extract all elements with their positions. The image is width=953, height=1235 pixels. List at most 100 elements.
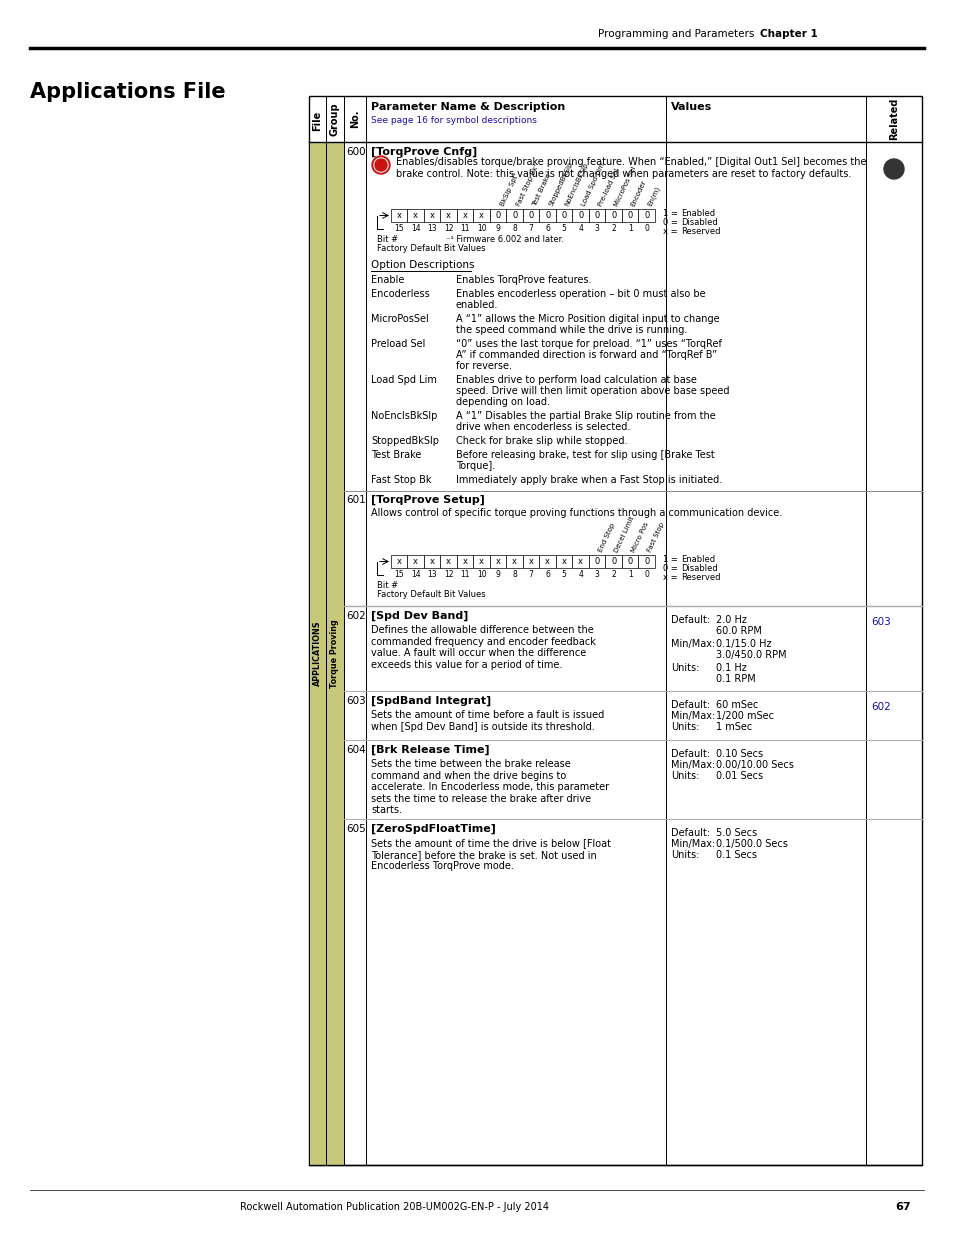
- Text: 0.1/500.0 Secs: 0.1/500.0 Secs: [716, 839, 787, 848]
- Text: 0: 0: [643, 557, 649, 566]
- Text: 0: 0: [528, 211, 534, 220]
- Text: A” if commanded direction is forward and “TorqRef B”: A” if commanded direction is forward and…: [456, 350, 717, 359]
- Text: APPLICATIONS: APPLICATIONS: [313, 621, 322, 687]
- Text: Load Spd Lim: Load Spd Lim: [580, 162, 605, 207]
- Text: End Stop: End Stop: [597, 522, 616, 553]
- Text: Encoder: Encoder: [630, 179, 647, 207]
- Text: Option Descriptions: Option Descriptions: [371, 261, 474, 270]
- Text: 0.10 Secs: 0.10 Secs: [716, 748, 762, 760]
- Bar: [605, 209, 621, 222]
- Text: x: x: [429, 557, 435, 566]
- Text: 1: 1: [627, 224, 632, 233]
- Text: “0” uses the last torque for preload. “1” uses “TorqRef: “0” uses the last torque for preload. “1…: [456, 338, 721, 350]
- Text: x: x: [429, 211, 435, 220]
- Text: 2.0 Hz: 2.0 Hz: [716, 615, 746, 625]
- Text: 602: 602: [870, 701, 890, 713]
- Text: 602: 602: [346, 611, 365, 621]
- Text: Encoderless: Encoderless: [371, 289, 429, 299]
- Bar: [309, 142, 326, 1165]
- Text: 3.0/450.0 RPM: 3.0/450.0 RPM: [716, 650, 786, 659]
- Text: 0.1 RPM: 0.1 RPM: [716, 674, 755, 684]
- Bar: [556, 209, 572, 222]
- Text: 0: 0: [544, 211, 550, 220]
- Text: 0: 0: [611, 557, 616, 566]
- Text: 13: 13: [427, 224, 436, 233]
- Text: the speed command while the drive is running.: the speed command while the drive is run…: [456, 325, 687, 335]
- Text: 0: 0: [643, 224, 648, 233]
- Text: 2: 2: [611, 224, 616, 233]
- Text: 0.01 Secs: 0.01 Secs: [716, 771, 762, 781]
- Bar: [473, 209, 490, 222]
- Text: 10: 10: [476, 571, 486, 579]
- Text: 2: 2: [611, 571, 616, 579]
- Bar: [440, 209, 456, 222]
- Text: x: x: [396, 211, 401, 220]
- Text: Enables drive to perform load calculation at base: Enables drive to perform load calculatio…: [456, 375, 696, 385]
- Bar: [490, 209, 506, 222]
- Text: Defines the allowable difference between the
commanded frequency and encoder fee: Defines the allowable difference between…: [371, 625, 596, 669]
- Text: Units:: Units:: [670, 722, 699, 732]
- Bar: [391, 555, 407, 568]
- Text: 0: 0: [643, 571, 648, 579]
- Text: A “1” allows the Micro Position digital input to change: A “1” allows the Micro Position digital …: [456, 314, 719, 324]
- Text: 3: 3: [594, 224, 599, 233]
- Text: 12: 12: [443, 571, 453, 579]
- Text: x: x: [478, 211, 484, 220]
- Text: x: x: [413, 211, 417, 220]
- Text: i: i: [891, 163, 895, 175]
- Text: 0: 0: [512, 211, 517, 220]
- Text: 603: 603: [870, 618, 890, 627]
- Text: 15: 15: [394, 571, 404, 579]
- Text: Default:: Default:: [670, 827, 709, 839]
- Text: Allows control of specific torque proving functions through a communication devi: Allows control of specific torque provin…: [371, 508, 781, 517]
- Text: ⁻¹ Firmware 6.002 and later.: ⁻¹ Firmware 6.002 and later.: [446, 235, 563, 245]
- Text: Min/Max:: Min/Max:: [670, 711, 715, 721]
- Bar: [539, 209, 556, 222]
- Text: 6: 6: [545, 571, 550, 579]
- Text: x: x: [561, 557, 566, 566]
- Text: Reserved: Reserved: [680, 227, 720, 236]
- Text: 4: 4: [578, 571, 582, 579]
- Text: Min/Max:: Min/Max:: [670, 638, 715, 650]
- Text: MicroPosSel: MicroPosSel: [371, 314, 428, 324]
- Text: x =: x =: [662, 227, 677, 236]
- Bar: [309, 96, 921, 1165]
- Text: 0 =: 0 =: [662, 564, 678, 573]
- Text: 1/200 mSec: 1/200 mSec: [716, 711, 773, 721]
- Text: Factory Default Bit Values: Factory Default Bit Values: [376, 590, 485, 599]
- Text: Rockwell Automation Publication 20B-UM002G-EN-P - July 2014: Rockwell Automation Publication 20B-UM00…: [240, 1202, 548, 1212]
- Text: 0: 0: [496, 211, 500, 220]
- Bar: [621, 555, 638, 568]
- Text: x: x: [462, 557, 467, 566]
- Text: [TorqProve Cnfg]: [TorqProve Cnfg]: [371, 147, 476, 157]
- Text: Default:: Default:: [670, 748, 709, 760]
- Text: 7: 7: [528, 224, 533, 233]
- Bar: [638, 209, 655, 222]
- Text: 603: 603: [346, 697, 365, 706]
- Text: 4: 4: [578, 224, 582, 233]
- Text: Fast Stop Bk: Fast Stop Bk: [371, 475, 431, 485]
- Text: [Spd Dev Band]: [Spd Dev Band]: [371, 611, 468, 621]
- Text: Pre-load Sel: Pre-load Sel: [597, 167, 619, 207]
- Text: 5.0 Secs: 5.0 Secs: [716, 827, 757, 839]
- Bar: [456, 555, 473, 568]
- Bar: [539, 555, 556, 568]
- Text: Parameter Name & Description: Parameter Name & Description: [371, 103, 565, 112]
- Text: 8: 8: [512, 224, 517, 233]
- Text: Units:: Units:: [670, 663, 699, 673]
- Text: 0 =: 0 =: [662, 219, 678, 227]
- Text: 0: 0: [561, 211, 566, 220]
- Text: Test Brake: Test Brake: [371, 450, 421, 459]
- Text: 0: 0: [594, 211, 599, 220]
- Text: 605: 605: [346, 824, 365, 834]
- Text: Before releasing brake, test for slip using [Brake Test: Before releasing brake, test for slip us…: [456, 450, 714, 459]
- Text: Group: Group: [330, 103, 339, 136]
- Text: Fast Stop: Fast Stop: [646, 521, 665, 553]
- Text: Torque Proving: Torque Proving: [330, 619, 339, 688]
- Text: 1: 1: [627, 571, 632, 579]
- Text: Min/Max:: Min/Max:: [670, 760, 715, 769]
- Text: depending on load.: depending on load.: [456, 396, 550, 408]
- Text: StoppedBkSlp: StoppedBkSlp: [547, 161, 573, 207]
- Circle shape: [372, 156, 390, 174]
- Text: 8: 8: [512, 571, 517, 579]
